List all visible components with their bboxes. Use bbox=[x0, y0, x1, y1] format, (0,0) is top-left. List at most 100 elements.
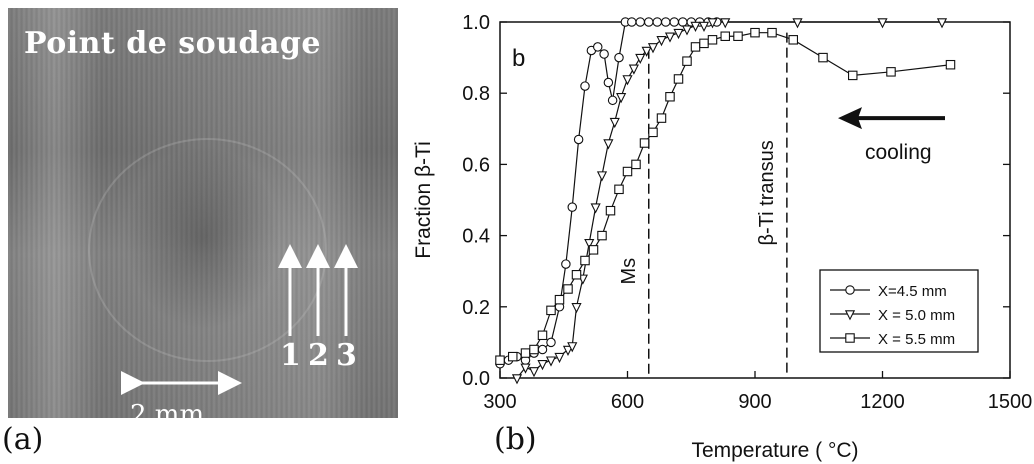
data-point-square bbox=[707, 35, 718, 45]
data-point-square bbox=[767, 27, 777, 38]
panel-a-label: (a) bbox=[2, 422, 44, 457]
data-point-square bbox=[605, 205, 616, 216]
arrow-label-1: 1 bbox=[280, 338, 301, 373]
scale-bar-label: 2 mm bbox=[130, 400, 205, 418]
data-point-triangle bbox=[698, 21, 710, 32]
data-point-square bbox=[631, 159, 641, 170]
data-point-square bbox=[597, 230, 607, 241]
data-point-square bbox=[656, 113, 667, 123]
data-point-triangle bbox=[603, 139, 614, 150]
x-tick-label: 1200 bbox=[860, 391, 905, 413]
data-point-circle bbox=[561, 259, 571, 269]
data-point-triangle bbox=[511, 374, 523, 385]
data-point-triangle bbox=[520, 363, 531, 374]
data-point-square bbox=[788, 35, 798, 45]
data-point-triangle bbox=[545, 356, 557, 367]
reference-lines bbox=[648, 32, 788, 378]
data-point-circle bbox=[669, 17, 679, 27]
data-point-triangle bbox=[584, 238, 595, 250]
data-point-square bbox=[945, 59, 956, 70]
data-point-square bbox=[580, 255, 590, 266]
data-point-square bbox=[520, 348, 531, 358]
micrograph-arrows bbox=[121, 244, 358, 395]
data-point-circle bbox=[626, 17, 637, 27]
data-point-circle bbox=[845, 285, 855, 295]
data-point-triangle bbox=[635, 53, 646, 65]
data-point-triangle bbox=[596, 171, 608, 182]
chart-ticks: 300 600 900 1200 1500 0.0 0.2 0.4 0.6 0.8 1.0 bbox=[462, 12, 1032, 413]
data-point-square bbox=[673, 74, 684, 84]
y-tick-label: 0.0 bbox=[462, 368, 490, 390]
arrow-label-2: 2 bbox=[308, 338, 329, 373]
data-point-square bbox=[495, 355, 505, 365]
data-point-square bbox=[699, 38, 709, 49]
legend-label: X = 5.5 mm bbox=[878, 331, 955, 348]
ms-annotation: Ms bbox=[618, 258, 640, 285]
data-point-triangle bbox=[707, 18, 718, 29]
data-point-square bbox=[665, 92, 675, 102]
data-point-square bbox=[639, 138, 650, 148]
data-point-triangle bbox=[877, 18, 888, 29]
x-tick-label: 600 bbox=[611, 391, 644, 413]
y-axis-label: Fraction β-Ti bbox=[412, 141, 435, 258]
series-markers bbox=[495, 17, 956, 385]
data-point-triangle bbox=[590, 203, 601, 214]
data-point-square bbox=[537, 330, 548, 341]
data-point-square bbox=[682, 56, 692, 66]
data-point-circle bbox=[592, 42, 603, 52]
data-point-square bbox=[847, 70, 858, 81]
data-point-triangle bbox=[656, 36, 667, 47]
data-point-circle bbox=[660, 17, 671, 27]
x-tick-label: 900 bbox=[738, 391, 771, 413]
data-point-triangle bbox=[628, 64, 639, 75]
data-point-square bbox=[886, 67, 896, 77]
data-point-circle bbox=[580, 81, 590, 91]
arrow-label-3: 3 bbox=[336, 338, 357, 373]
data-point-triangle bbox=[554, 352, 565, 364]
data-point-triangle bbox=[528, 367, 540, 378]
micrograph-panel: Point de soudage 1 2 3 2 mm bbox=[8, 8, 398, 418]
data-point-circle bbox=[546, 337, 556, 348]
y-tick-label: 0.6 bbox=[462, 154, 490, 176]
panel-b-label: (b) bbox=[494, 422, 537, 457]
series-line-1 bbox=[499, 21, 717, 365]
legend-label: X=4.5 mm bbox=[878, 283, 947, 300]
x-axis-label: Temperature ( °C) bbox=[691, 439, 858, 462]
data-point-triangle bbox=[673, 28, 684, 40]
data-point-triangle bbox=[936, 18, 948, 29]
x-tick-label: 300 bbox=[483, 391, 516, 413]
data-point-triangle bbox=[647, 43, 659, 54]
data-point-triangle bbox=[792, 18, 803, 29]
data-point-circle bbox=[537, 344, 548, 355]
data-point-triangle bbox=[844, 310, 856, 321]
data-point-square bbox=[720, 31, 730, 41]
data-point-triangle bbox=[622, 75, 633, 86]
data-point-circle bbox=[652, 17, 662, 27]
data-point-circle bbox=[573, 134, 584, 145]
data-point-triangle bbox=[567, 342, 578, 353]
data-point-square bbox=[507, 351, 518, 362]
data-point-square bbox=[529, 344, 539, 355]
data-point-triangle bbox=[690, 21, 701, 32]
data-point-triangle bbox=[609, 117, 620, 129]
y-tick-label: 1.0 bbox=[462, 12, 490, 34]
data-point-square bbox=[750, 27, 760, 38]
data-point-square bbox=[845, 333, 855, 343]
data-point-triangle bbox=[641, 46, 652, 57]
cooling-annotation: cooling bbox=[865, 141, 932, 164]
beta-transus-annotation: β-Ti transus bbox=[756, 140, 778, 245]
data-point-square bbox=[554, 294, 565, 305]
x-tick-label: 1500 bbox=[988, 391, 1033, 413]
data-point-circle bbox=[599, 49, 609, 59]
data-point-circle bbox=[603, 77, 614, 88]
data-point-square bbox=[648, 127, 658, 138]
data-point-triangle bbox=[562, 345, 574, 356]
data-point-circle bbox=[635, 17, 645, 27]
data-point-square bbox=[818, 52, 828, 63]
y-tick-label: 0.4 bbox=[462, 226, 490, 248]
legend-label: X = 5.0 mm bbox=[878, 307, 955, 324]
cooling-arrow-head bbox=[838, 107, 862, 130]
data-point-square bbox=[622, 166, 633, 177]
data-point-circle bbox=[567, 202, 577, 212]
